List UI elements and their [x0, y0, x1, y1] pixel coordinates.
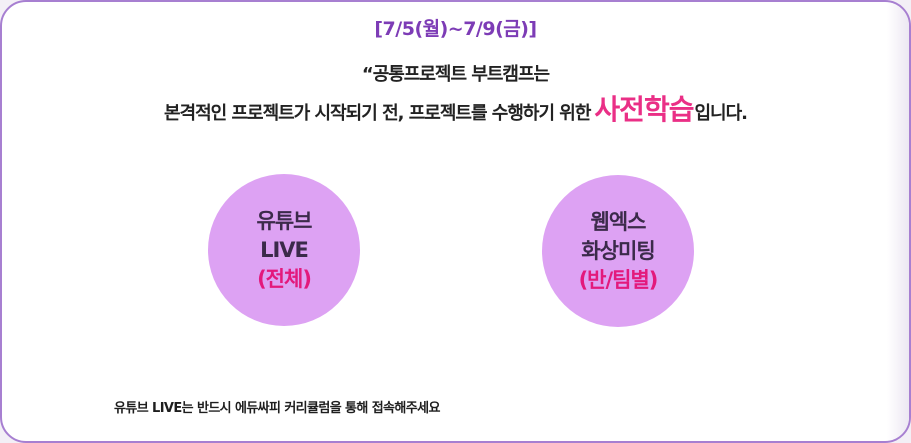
circle-scope: (전체) — [257, 266, 312, 291]
youtube-live-circle: 유튜브 LIVE (전체) — [208, 174, 360, 326]
right-edge-shade — [887, 2, 909, 441]
date-range: [7/5(월)~7/9(금)] — [374, 18, 537, 40]
headline-prefix: 본격적인 프로젝트가 시작되기 전, 프로젝트를 수행하기 위한 — [163, 103, 591, 124]
headline-line-1: “공통프로젝트 부트캠프는 — [361, 64, 550, 85]
headline-line-2: 본격적인 프로젝트가 시작되기 전, 프로젝트를 수행하기 위한 사전학습입니다. — [2, 88, 909, 128]
circle-scope: (반/팀별) — [578, 267, 659, 292]
headline-highlight: 사전학습 — [594, 93, 694, 126]
circle-title: 웹엑스 — [590, 209, 647, 234]
circle-title: 유튜브 — [256, 208, 313, 233]
headline-suffix: 입니다. — [694, 103, 748, 124]
footer-note: 유튜브 LIVE는 반드시 에듀싸피 커리큘럼을 통해 접속해주세요 — [114, 401, 440, 416]
webex-meeting-circle: 웹엑스 화상미팅 (반/팀별) — [542, 175, 694, 327]
circle-subtitle: LIVE — [260, 237, 309, 262]
circle-subtitle: 화상미팅 — [581, 238, 655, 263]
